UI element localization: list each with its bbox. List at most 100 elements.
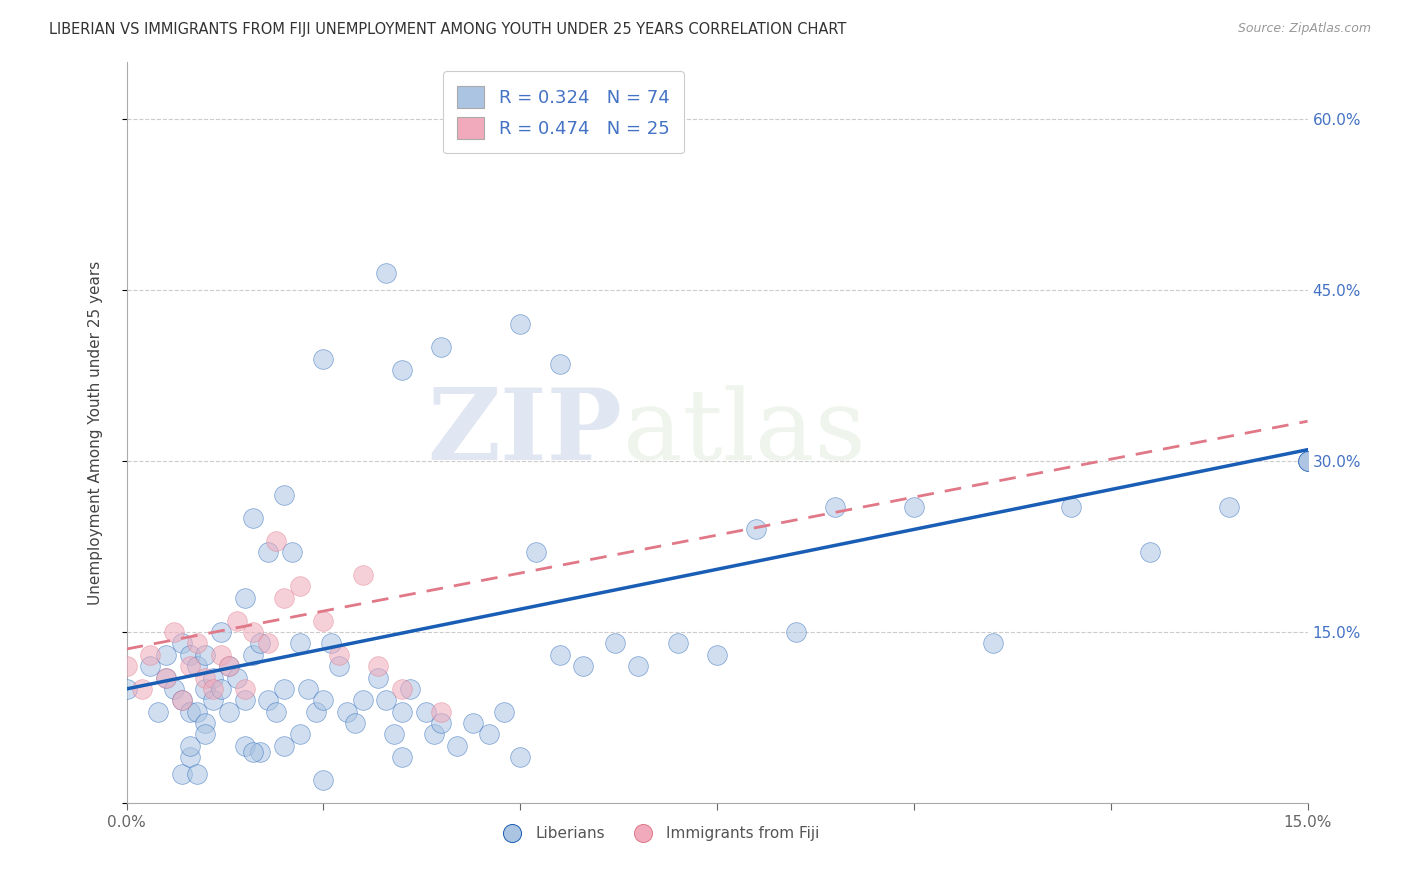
Point — [343, 716, 366, 731]
Legend: Liberians, Immigrants from Fiji: Liberians, Immigrants from Fiji — [491, 820, 825, 847]
Point — [304, 705, 326, 719]
Point — [218, 705, 240, 719]
Point — [785, 624, 807, 639]
Point — [170, 636, 193, 650]
Point — [264, 705, 287, 719]
Point — [415, 705, 437, 719]
Point — [336, 705, 359, 719]
Point — [194, 716, 217, 731]
Point — [170, 767, 193, 781]
Point — [367, 671, 389, 685]
Point — [288, 727, 311, 741]
Point — [572, 659, 595, 673]
Point — [170, 693, 193, 707]
Point — [179, 648, 201, 662]
Point — [548, 648, 571, 662]
Point — [202, 681, 225, 696]
Point — [981, 636, 1004, 650]
Point — [155, 648, 177, 662]
Point — [202, 693, 225, 707]
Point — [179, 705, 201, 719]
Point — [297, 681, 319, 696]
Point — [233, 693, 256, 707]
Point — [1296, 454, 1319, 468]
Point — [179, 750, 201, 764]
Point — [233, 681, 256, 696]
Point — [430, 705, 453, 719]
Text: Source: ZipAtlas.com: Source: ZipAtlas.com — [1237, 22, 1371, 36]
Point — [367, 659, 389, 673]
Point — [155, 671, 177, 685]
Point — [288, 636, 311, 650]
Point — [194, 648, 217, 662]
Point — [509, 318, 531, 332]
Text: atlas: atlas — [623, 384, 865, 481]
Point — [666, 636, 689, 650]
Point — [1296, 454, 1319, 468]
Point — [1218, 500, 1240, 514]
Point — [422, 727, 444, 741]
Point — [375, 693, 398, 707]
Point — [745, 523, 768, 537]
Point — [352, 568, 374, 582]
Point — [603, 636, 626, 650]
Point — [375, 266, 398, 280]
Point — [179, 659, 201, 673]
Point — [218, 659, 240, 673]
Point — [548, 357, 571, 371]
Point — [115, 659, 138, 673]
Point — [139, 659, 162, 673]
Point — [225, 671, 247, 685]
Point — [273, 681, 295, 696]
Point — [264, 533, 287, 548]
Point — [312, 693, 335, 707]
Point — [186, 636, 208, 650]
Point — [233, 739, 256, 753]
Point — [824, 500, 846, 514]
Point — [209, 648, 232, 662]
Point — [391, 681, 413, 696]
Point — [170, 693, 193, 707]
Point — [430, 340, 453, 354]
Point — [115, 681, 138, 696]
Point — [257, 636, 280, 650]
Point — [391, 705, 413, 719]
Point — [273, 739, 295, 753]
Point — [242, 745, 264, 759]
Point — [209, 681, 232, 696]
Point — [163, 681, 186, 696]
Point — [706, 648, 728, 662]
Point — [179, 739, 201, 753]
Point — [155, 671, 177, 685]
Point — [202, 671, 225, 685]
Point — [146, 705, 169, 719]
Point — [257, 545, 280, 559]
Point — [312, 351, 335, 366]
Point — [446, 739, 468, 753]
Point — [249, 745, 271, 759]
Point — [1139, 545, 1161, 559]
Point — [478, 727, 501, 741]
Point — [257, 693, 280, 707]
Point — [524, 545, 547, 559]
Point — [186, 767, 208, 781]
Point — [494, 705, 516, 719]
Point — [391, 363, 413, 377]
Point — [273, 591, 295, 605]
Point — [194, 681, 217, 696]
Point — [382, 727, 405, 741]
Point — [242, 511, 264, 525]
Point — [242, 648, 264, 662]
Point — [194, 727, 217, 741]
Point — [186, 705, 208, 719]
Point — [163, 624, 186, 639]
Y-axis label: Unemployment Among Youth under 25 years: Unemployment Among Youth under 25 years — [89, 260, 103, 605]
Point — [328, 659, 350, 673]
Point — [194, 671, 217, 685]
Point — [352, 693, 374, 707]
Point — [328, 648, 350, 662]
Point — [139, 648, 162, 662]
Point — [627, 659, 650, 673]
Point — [249, 636, 271, 650]
Point — [242, 624, 264, 639]
